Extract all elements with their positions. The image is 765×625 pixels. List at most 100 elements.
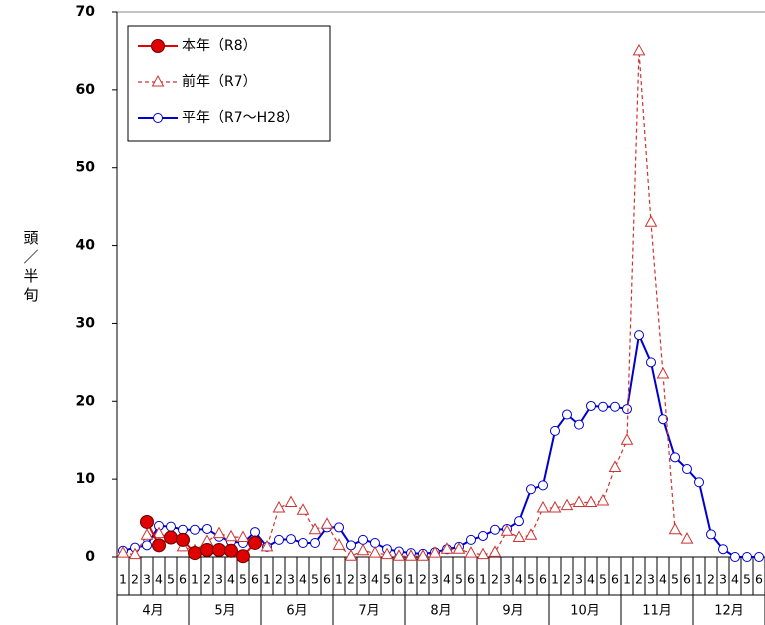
point bbox=[164, 530, 178, 545]
point bbox=[584, 495, 598, 507]
y-axis-label: 頭／半旬 bbox=[22, 230, 40, 306]
legend-label: 本年（R8） bbox=[182, 38, 257, 54]
point bbox=[656, 366, 670, 379]
point bbox=[610, 401, 620, 412]
point bbox=[200, 542, 214, 557]
x-tick-label: 5 bbox=[527, 572, 535, 587]
x-group-label: 8月 bbox=[430, 604, 451, 619]
point bbox=[706, 529, 716, 540]
y-tick-label: 30 bbox=[76, 315, 96, 331]
x-tick-label: 5 bbox=[383, 572, 391, 587]
point bbox=[190, 524, 200, 535]
point bbox=[514, 516, 524, 527]
x-tick-label: 3 bbox=[143, 572, 151, 587]
x-tick-label: 3 bbox=[287, 572, 295, 587]
point bbox=[344, 549, 358, 561]
x-tick-label: 3 bbox=[575, 572, 583, 587]
point bbox=[428, 546, 442, 558]
x-tick-label: 1 bbox=[479, 572, 487, 587]
x-tick-label: 6 bbox=[323, 572, 331, 587]
legend-marker bbox=[151, 74, 165, 87]
y-tick-label: 50 bbox=[76, 160, 96, 176]
x-tick-label: 1 bbox=[623, 572, 631, 587]
point bbox=[142, 540, 152, 551]
point bbox=[334, 522, 344, 533]
x-tick-label: 3 bbox=[215, 572, 223, 587]
point bbox=[224, 543, 238, 558]
point bbox=[152, 526, 166, 539]
x-group-label: 7月 bbox=[358, 604, 379, 619]
point bbox=[466, 534, 476, 545]
point bbox=[730, 552, 740, 562]
x-tick-label: 1 bbox=[695, 572, 703, 587]
x-tick-label: 6 bbox=[539, 572, 547, 587]
point bbox=[572, 495, 586, 507]
point bbox=[236, 530, 250, 543]
point bbox=[742, 552, 752, 562]
point bbox=[152, 538, 166, 553]
x-tick-label: 2 bbox=[635, 572, 643, 587]
point bbox=[140, 528, 154, 540]
x-tick-label: 4 bbox=[587, 572, 595, 587]
point bbox=[358, 534, 368, 545]
x-tick-label: 1 bbox=[119, 572, 127, 587]
x-group-label: 9月 bbox=[502, 604, 523, 619]
point bbox=[404, 549, 418, 561]
point bbox=[346, 540, 356, 551]
point bbox=[754, 552, 764, 562]
point bbox=[538, 480, 548, 491]
point bbox=[536, 500, 550, 513]
x-tick-label: 4 bbox=[659, 572, 667, 587]
x-tick-label: 2 bbox=[347, 572, 355, 587]
point bbox=[452, 542, 466, 554]
point bbox=[500, 524, 514, 536]
point bbox=[694, 477, 704, 488]
point bbox=[320, 517, 334, 529]
point bbox=[166, 521, 176, 532]
x-tick-label: 5 bbox=[239, 572, 247, 587]
x-tick-label: 5 bbox=[167, 572, 175, 587]
point bbox=[248, 535, 262, 550]
x-tick-label: 1 bbox=[263, 572, 271, 587]
point bbox=[668, 522, 682, 535]
y-tick-label: 70 bbox=[76, 4, 96, 20]
x-group-label: 4月 bbox=[142, 604, 163, 619]
x-tick-label: 4 bbox=[299, 572, 307, 587]
point bbox=[526, 484, 536, 495]
x-tick-label: 1 bbox=[551, 572, 559, 587]
x-tick-label: 1 bbox=[335, 572, 343, 587]
point bbox=[550, 425, 560, 436]
point bbox=[176, 532, 190, 547]
point bbox=[562, 409, 572, 420]
point bbox=[284, 495, 298, 507]
x-tick-label: 6 bbox=[251, 572, 259, 587]
point bbox=[332, 538, 346, 550]
x-group-label: 10月 bbox=[570, 604, 600, 619]
point bbox=[596, 493, 610, 506]
point bbox=[512, 530, 526, 543]
point bbox=[658, 414, 668, 425]
point bbox=[116, 546, 130, 558]
point bbox=[416, 549, 430, 561]
y-tick-label: 20 bbox=[76, 393, 96, 409]
x-tick-label: 4 bbox=[155, 572, 163, 587]
x-tick-label: 5 bbox=[311, 572, 319, 587]
legend-marker bbox=[153, 113, 163, 123]
x-tick-label: 2 bbox=[131, 572, 139, 587]
point bbox=[598, 401, 608, 412]
point bbox=[680, 532, 694, 544]
point bbox=[464, 546, 478, 558]
point bbox=[260, 539, 274, 552]
point bbox=[308, 522, 322, 535]
legend-label: 平年（R7～H28） bbox=[182, 110, 299, 126]
x-tick-label: 1 bbox=[407, 572, 415, 587]
x-group-label: 12月 bbox=[714, 604, 744, 619]
point bbox=[620, 433, 634, 445]
x-tick-label: 2 bbox=[491, 572, 499, 587]
point bbox=[310, 537, 320, 548]
x-tick-label: 4 bbox=[443, 572, 451, 587]
point bbox=[296, 503, 310, 515]
point bbox=[670, 452, 680, 463]
x-tick-label: 6 bbox=[683, 572, 691, 587]
